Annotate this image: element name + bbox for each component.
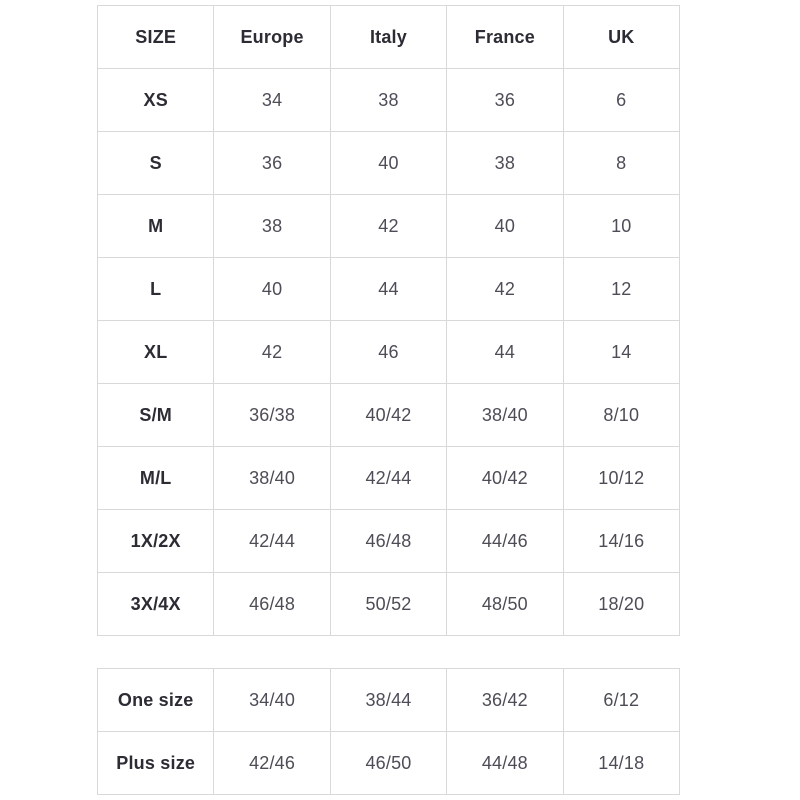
uk-value: 6/12 xyxy=(562,668,681,732)
europe-value: 40 xyxy=(213,257,331,321)
special-sizes-table: One size 34/40 38/44 36/42 6/12 Plus siz… xyxy=(96,668,681,795)
table-row: 1X/2X 42/44 46/48 44/46 14/16 xyxy=(96,509,681,573)
italy-value: 42 xyxy=(329,194,448,258)
column-header-europe: Europe xyxy=(213,5,331,69)
europe-value: 42/44 xyxy=(213,509,331,573)
europe-value: 46/48 xyxy=(213,572,331,636)
europe-value: 42/46 xyxy=(213,731,331,795)
france-value: 36 xyxy=(446,68,564,132)
italy-value: 42/44 xyxy=(329,446,448,510)
france-value: 36/42 xyxy=(446,668,564,732)
uk-value: 8/10 xyxy=(562,383,681,447)
uk-value: 10/12 xyxy=(562,446,681,510)
italy-value: 38 xyxy=(329,68,448,132)
italy-value: 38/44 xyxy=(329,668,448,732)
row-size-label: 3X/4X xyxy=(96,572,215,636)
europe-value: 38 xyxy=(213,194,331,258)
uk-value: 6 xyxy=(562,68,681,132)
uk-value: 18/20 xyxy=(562,572,681,636)
row-size-label: XL xyxy=(96,320,215,384)
table-row: XS 34 38 36 6 xyxy=(96,68,681,132)
europe-value: 36/38 xyxy=(213,383,331,447)
table-row: S 36 40 38 8 xyxy=(96,131,681,195)
italy-value: 40 xyxy=(329,131,448,195)
column-header-france: France xyxy=(446,5,564,69)
uk-value: 14/18 xyxy=(562,731,681,795)
table-row: S/M 36/38 40/42 38/40 8/10 xyxy=(96,383,681,447)
table-row: 3X/4X 46/48 50/52 48/50 18/20 xyxy=(96,572,681,636)
france-value: 44 xyxy=(446,320,564,384)
france-value: 40/42 xyxy=(446,446,564,510)
column-header-size: SIZE xyxy=(96,5,215,69)
france-value: 38 xyxy=(446,131,564,195)
france-value: 44/48 xyxy=(446,731,564,795)
row-size-label: M/L xyxy=(96,446,215,510)
row-size-label: S/M xyxy=(96,383,215,447)
italy-value: 44 xyxy=(329,257,448,321)
france-value: 48/50 xyxy=(446,572,564,636)
france-value: 38/40 xyxy=(446,383,564,447)
row-size-label: S xyxy=(96,131,215,195)
uk-value: 14/16 xyxy=(562,509,681,573)
italy-value: 46/48 xyxy=(329,509,448,573)
uk-value: 8 xyxy=(562,131,681,195)
france-value: 40 xyxy=(446,194,564,258)
column-header-uk: UK xyxy=(562,5,681,69)
europe-value: 36 xyxy=(213,131,331,195)
header-row: SIZE Europe Italy France UK xyxy=(96,5,681,69)
france-value: 44/46 xyxy=(446,509,564,573)
size-conversion-table: SIZE Europe Italy France UK XS 34 38 36 … xyxy=(96,5,681,636)
france-value: 42 xyxy=(446,257,564,321)
row-size-label: One size xyxy=(96,668,215,732)
table-row: Plus size 42/46 46/50 44/48 14/18 xyxy=(96,731,681,795)
europe-value: 34 xyxy=(213,68,331,132)
row-size-label: 1X/2X xyxy=(96,509,215,573)
table-row: M 38 42 40 10 xyxy=(96,194,681,258)
uk-value: 14 xyxy=(562,320,681,384)
uk-value: 10 xyxy=(562,194,681,258)
italy-value: 50/52 xyxy=(329,572,448,636)
europe-value: 34/40 xyxy=(213,668,331,732)
row-size-label: L xyxy=(96,257,215,321)
italy-value: 46/50 xyxy=(329,731,448,795)
table-row: L 40 44 42 12 xyxy=(96,257,681,321)
italy-value: 46 xyxy=(329,320,448,384)
europe-value: 38/40 xyxy=(213,446,331,510)
uk-value: 12 xyxy=(562,257,681,321)
table-row: XL 42 46 44 14 xyxy=(96,320,681,384)
europe-value: 42 xyxy=(213,320,331,384)
column-header-italy: Italy xyxy=(329,5,448,69)
table-row: One size 34/40 38/44 36/42 6/12 xyxy=(96,668,681,732)
table-row: M/L 38/40 42/44 40/42 10/12 xyxy=(96,446,681,510)
italy-value: 40/42 xyxy=(329,383,448,447)
row-size-label: XS xyxy=(96,68,215,132)
row-size-label: Plus size xyxy=(96,731,215,795)
row-size-label: M xyxy=(96,194,215,258)
